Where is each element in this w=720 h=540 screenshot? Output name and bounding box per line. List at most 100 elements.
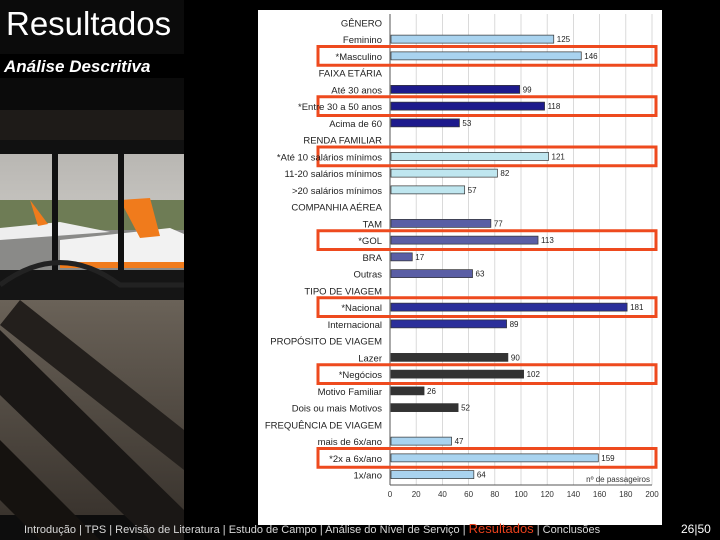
group-header-label: FAIXA ETÁRIA (319, 69, 383, 80)
category-label: Lazer (358, 353, 382, 364)
footer-nav-item[interactable]: Revisão de Literatura (115, 524, 220, 536)
footer-separator: | (75, 524, 85, 536)
bar-value-label: 47 (455, 437, 464, 446)
category-label: Internacional (328, 320, 382, 331)
bar-value-label: 64 (477, 471, 486, 480)
footer-nav-item[interactable]: Conclusões (542, 524, 601, 536)
x-tick-label: 100 (514, 490, 528, 499)
footer-separator: | (316, 524, 326, 536)
x-tick-label: 60 (464, 490, 473, 499)
category-label: Até 30 anos (331, 85, 382, 96)
footer-separator: | (106, 524, 116, 536)
category-label: Feminino (343, 35, 382, 46)
chart-panel: GÊNERO Feminino 125 *Masculino 146 FAIXA ETÁR… (258, 10, 662, 525)
bar (390, 185, 466, 195)
x-tick-label: 120 (541, 490, 555, 499)
passenger-profile-bar-chart: GÊNERO Feminino 125 *Masculino 146 FAIXA ETÁR… (265, 14, 659, 499)
category-label: Motivo Familiar (318, 387, 382, 398)
footer-navigation: Introdução | TPS | Revisão de Literatura… (24, 520, 664, 538)
footer-nav-item[interactable]: TPS (84, 524, 107, 536)
bar (390, 34, 555, 44)
bar-value-label: 90 (511, 353, 520, 362)
category-label: *Negócios (339, 370, 383, 381)
bar-value-label: 113 (541, 236, 554, 245)
category-label: Dois ou mais Motivos (292, 404, 383, 415)
category-label: TAM (363, 219, 382, 230)
category-label: *Entre 30 a 50 anos (298, 102, 382, 113)
bar (390, 403, 459, 412)
bar (390, 319, 507, 329)
highlight-box (316, 296, 658, 318)
x-tick-label: 80 (490, 490, 499, 499)
bar (390, 85, 521, 94)
bar (390, 470, 475, 479)
bar (390, 369, 524, 379)
bar (390, 302, 628, 312)
x-tick-label: 160 (593, 490, 607, 499)
footer-nav-item[interactable]: Resultados (468, 521, 534, 536)
bar (390, 453, 599, 463)
bar-value-label: 181 (630, 303, 644, 312)
x-tick-label: 40 (438, 490, 447, 499)
category-label: >20 salários mínimos (292, 186, 382, 197)
highlight-box (316, 95, 658, 117)
highlight-box (316, 145, 658, 168)
bar (390, 386, 425, 396)
slide-subtitle: Análise Descritiva (4, 57, 151, 76)
group-header-label: RENDA FAMILIAR (303, 136, 382, 147)
bar (390, 436, 452, 446)
x-tick-label: 200 (645, 490, 659, 499)
bar-value-label: 99 (523, 85, 532, 94)
bar (390, 252, 413, 262)
category-label: *Até 10 salários mínimos (277, 152, 382, 163)
footer-nav-item[interactable]: Introdução (24, 524, 76, 536)
category-label: mais de 6x/ano (318, 437, 382, 448)
group-header-label: GÊNERO (341, 18, 382, 29)
bar (390, 235, 539, 245)
footer-nav-item[interactable]: Estudo de Campo (228, 524, 317, 536)
bar-value-label: 125 (557, 35, 571, 44)
group-header-label: FREQUÊNCIA DE VIAGEM (265, 420, 382, 431)
bar (390, 269, 473, 278)
bar-value-label: 118 (548, 102, 561, 111)
slide-title: Resultados (6, 5, 172, 42)
bar-value-label: 77 (494, 219, 503, 228)
airport-window-photo (0, 0, 184, 540)
x-tick-label: 20 (412, 490, 421, 499)
footer-nav-item[interactable]: Análise do Nível de Serviço (325, 524, 460, 536)
category-label: *Masculino (336, 52, 382, 63)
bar (390, 118, 460, 128)
bar-value-label: 121 (552, 152, 566, 161)
x-tick-label: 140 (567, 490, 581, 499)
bar (390, 353, 509, 362)
category-label: 11-20 salários mínimos (284, 169, 382, 180)
highlight-box (316, 447, 658, 469)
footer-separator: | (219, 524, 229, 536)
bar (390, 152, 549, 161)
bar-value-label: 89 (510, 320, 519, 329)
category-label: 1x/ano (353, 471, 382, 482)
bar-value-label: 26 (427, 387, 436, 396)
bar (390, 51, 582, 61)
group-header-label: COMPANHIA AÉREA (291, 203, 382, 214)
bar-value-label: 17 (415, 253, 424, 262)
category-label: *Nacional (341, 303, 382, 314)
footer-separator: | (533, 524, 543, 536)
bar (390, 168, 498, 178)
highlight-box (316, 229, 658, 251)
group-header-label: TIPO DE VIAGEM (304, 286, 382, 297)
footer-separator: | (459, 524, 469, 536)
bar-value-label: 159 (601, 454, 615, 463)
category-label: Acima de 60 (329, 119, 382, 130)
category-label: *2x a 6x/ano (329, 454, 382, 465)
category-label: *GOL (358, 236, 382, 247)
highlight-box (316, 363, 658, 385)
x-tick-label: 180 (619, 490, 633, 499)
bar-value-label: 82 (500, 169, 509, 178)
group-header-label: PROPÓSITO DE VIAGEM (270, 337, 382, 348)
category-label: BRA (362, 253, 382, 264)
bar-value-label: 57 (468, 186, 477, 195)
x-axis-label: nº de passageiros (586, 475, 650, 484)
x-tick-label: 0 (388, 490, 393, 499)
bar (390, 219, 492, 228)
